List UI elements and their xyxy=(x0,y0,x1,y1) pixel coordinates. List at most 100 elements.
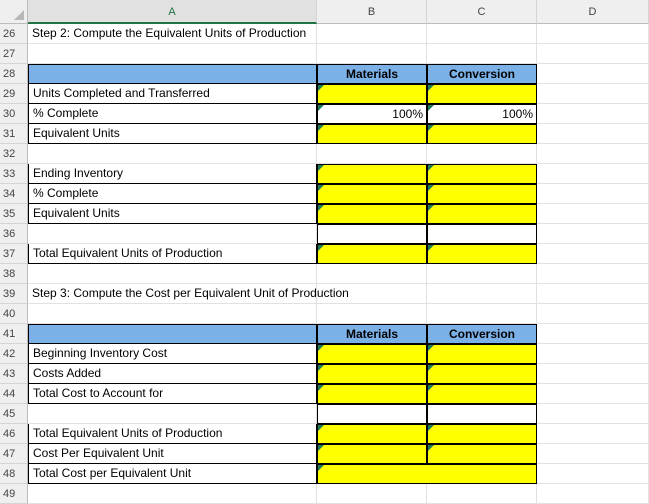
cell-a[interactable]: Beginning Inventory Cost xyxy=(28,344,317,364)
cell-a[interactable]: Equivalent Units xyxy=(28,124,317,144)
cell-a[interactable] xyxy=(28,224,317,244)
row-number[interactable]: 28 xyxy=(0,64,28,84)
cell-b[interactable]: Materials xyxy=(317,324,427,344)
cell-d[interactable] xyxy=(537,224,649,244)
row-number[interactable]: 49 xyxy=(0,484,28,504)
row-number[interactable]: 34 xyxy=(0,184,28,204)
row-number[interactable]: 27 xyxy=(0,44,28,64)
cell-b[interactable] xyxy=(317,404,427,424)
cell-c[interactable]: Conversion xyxy=(427,324,537,344)
cell-d[interactable] xyxy=(537,284,649,304)
column-header-b[interactable]: B xyxy=(317,0,427,24)
cell-d[interactable] xyxy=(537,344,649,364)
select-all-corner[interactable] xyxy=(0,0,28,24)
row-number[interactable]: 48 xyxy=(0,464,28,484)
cell-d[interactable] xyxy=(537,84,649,104)
cell-b[interactable] xyxy=(317,244,427,264)
cell-d[interactable] xyxy=(537,424,649,444)
row-number[interactable]: 30 xyxy=(0,104,28,124)
cell-b[interactable] xyxy=(317,164,427,184)
cell-d[interactable] xyxy=(537,44,649,64)
cell-c[interactable] xyxy=(427,304,537,324)
cell-a[interactable]: Total Cost per Equivalent Unit xyxy=(28,464,317,484)
cell-b[interactable] xyxy=(317,224,427,244)
cell-a[interactable] xyxy=(28,264,317,284)
cell-a[interactable] xyxy=(28,484,317,504)
cell-c[interactable] xyxy=(427,184,537,204)
cell-c[interactable]: Conversion xyxy=(427,64,537,84)
cell-d[interactable] xyxy=(537,124,649,144)
cell-d[interactable] xyxy=(537,404,649,424)
cell-a[interactable]: Total Equivalent Units of Production xyxy=(28,244,317,264)
cell-a[interactable] xyxy=(28,64,317,84)
cell-d[interactable] xyxy=(537,484,649,504)
cell-a[interactable]: Total Cost to Account for xyxy=(28,384,317,404)
cell-c[interactable] xyxy=(427,344,537,364)
row-number[interactable]: 37 xyxy=(0,244,28,264)
cell-d[interactable] xyxy=(537,144,649,164)
cell-b[interactable] xyxy=(317,184,427,204)
cell-d[interactable] xyxy=(537,304,649,324)
row-number[interactable]: 35 xyxy=(0,204,28,224)
row-number[interactable]: 44 xyxy=(0,384,28,404)
cell-a[interactable]: % Complete xyxy=(28,184,317,204)
cell-c[interactable] xyxy=(427,424,537,444)
cell-b[interactable] xyxy=(317,264,427,284)
cell-b[interactable] xyxy=(317,24,427,44)
cell-c[interactable] xyxy=(427,84,537,104)
cell-c[interactable] xyxy=(427,44,537,64)
cell-b[interactable] xyxy=(317,484,427,504)
cell-c[interactable] xyxy=(427,144,537,164)
cell-a[interactable]: % Complete xyxy=(28,104,317,124)
cell-a[interactable]: Total Equivalent Units of Production xyxy=(28,424,317,444)
cell-b[interactable] xyxy=(317,284,427,304)
row-number[interactable]: 32 xyxy=(0,144,28,164)
column-header-a[interactable]: A xyxy=(28,0,317,24)
cell-b[interactable] xyxy=(317,124,427,144)
cell-a[interactable]: Equivalent Units xyxy=(28,204,317,224)
row-number[interactable]: 40 xyxy=(0,304,28,324)
cell-c[interactable] xyxy=(427,444,537,464)
cell-a[interactable] xyxy=(28,304,317,324)
cell-b[interactable] xyxy=(317,84,427,104)
cell-c[interactable] xyxy=(427,384,537,404)
row-number[interactable]: 47 xyxy=(0,444,28,464)
cell-b[interactable] xyxy=(317,304,427,324)
cell-a[interactable]: Step 2: Compute the Equivalent Units of … xyxy=(28,24,317,44)
row-number[interactable]: 38 xyxy=(0,264,28,284)
row-number[interactable]: 29 xyxy=(0,84,28,104)
cell-a[interactable]: Step 3: Compute the Cost per Equivalent … xyxy=(28,284,349,304)
row-number[interactable]: 41 xyxy=(0,324,28,344)
cell-b[interactable] xyxy=(317,424,427,444)
row-number[interactable]: 46 xyxy=(0,424,28,444)
cell-d[interactable] xyxy=(537,464,649,484)
cell-d[interactable] xyxy=(537,264,649,284)
cell-d[interactable] xyxy=(537,244,649,264)
cell-d[interactable] xyxy=(537,64,649,84)
cell-d[interactable] xyxy=(537,324,649,344)
cell-c[interactable] xyxy=(427,244,537,264)
cell-b[interactable] xyxy=(317,144,427,164)
cell-b[interactable] xyxy=(317,344,427,364)
row-number[interactable]: 26 xyxy=(0,24,28,44)
cell-d[interactable] xyxy=(537,204,649,224)
cell-d[interactable] xyxy=(537,164,649,184)
cell-d[interactable] xyxy=(537,384,649,404)
cell-c[interactable] xyxy=(427,484,537,504)
cell-d[interactable] xyxy=(537,24,649,44)
cell-b[interactable] xyxy=(317,364,427,384)
row-number[interactable]: 43 xyxy=(0,364,28,384)
column-header-d[interactable]: D xyxy=(537,0,649,24)
cell-b[interactable] xyxy=(317,204,427,224)
row-number[interactable]: 39 xyxy=(0,284,28,304)
cell-a[interactable]: Costs Added xyxy=(28,364,317,384)
cell-a[interactable] xyxy=(28,324,317,344)
cell-c[interactable] xyxy=(427,164,537,184)
cell-d[interactable] xyxy=(537,104,649,124)
cell-b[interactable] xyxy=(317,384,427,404)
row-number[interactable]: 45 xyxy=(0,404,28,424)
cell-c[interactable] xyxy=(427,284,537,304)
row-number[interactable]: 42 xyxy=(0,344,28,364)
row-number[interactable]: 31 xyxy=(0,124,28,144)
cell-c[interactable] xyxy=(427,224,537,244)
